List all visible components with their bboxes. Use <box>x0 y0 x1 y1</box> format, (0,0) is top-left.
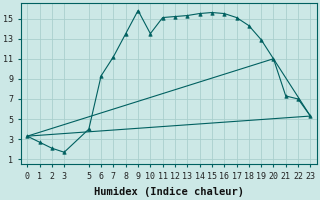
X-axis label: Humidex (Indice chaleur): Humidex (Indice chaleur) <box>94 186 244 197</box>
